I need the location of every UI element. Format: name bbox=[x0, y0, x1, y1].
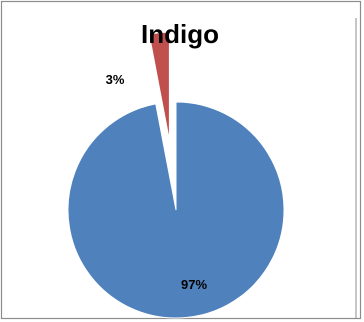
chart-title: Indigo bbox=[141, 19, 219, 49]
pie-slice-1 bbox=[67, 101, 285, 319]
pie-slice-2 bbox=[148, 31, 170, 141]
pie-data-labels: 97% 3% bbox=[106, 72, 208, 292]
data-label-slice-2: 3% bbox=[106, 72, 125, 87]
pie-slices bbox=[67, 31, 285, 319]
data-label-slice-1: 97% bbox=[181, 277, 207, 292]
